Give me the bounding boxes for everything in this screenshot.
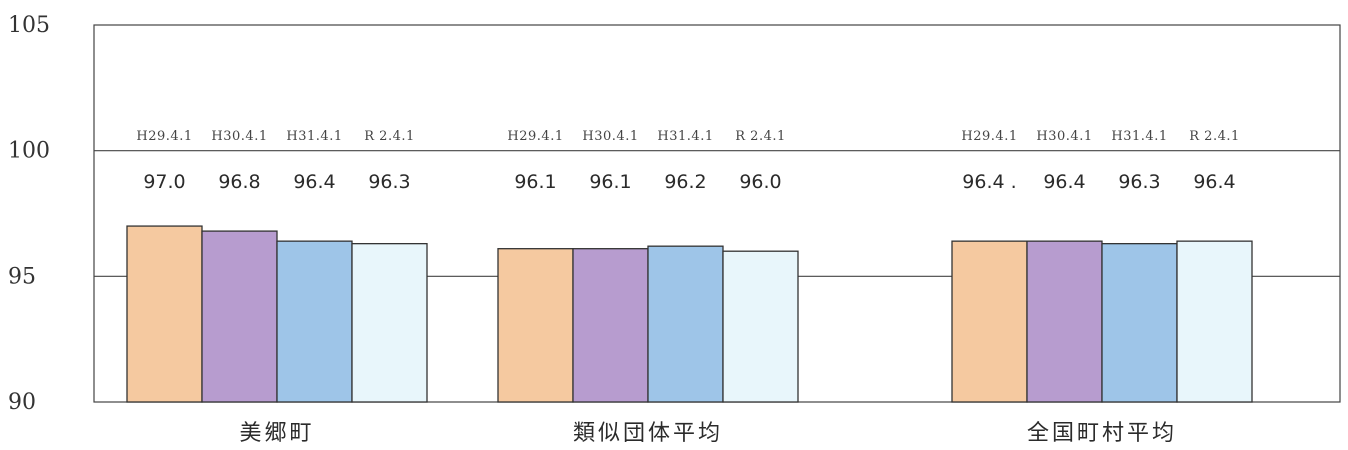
category-label-2: 類似団体平均 bbox=[573, 421, 723, 446]
value-label-2-1: 96.1 bbox=[514, 171, 556, 193]
category-labels: 美郷町 類似団体平均 全国町村平均 bbox=[239, 421, 1177, 446]
value-labels: 97.0 96.8 96.4 96.3 96.1 96.1 96.2 96.0 96.4 . 96… bbox=[143, 171, 1235, 193]
value-label-1-2: 96.8 bbox=[218, 171, 260, 193]
category-label-3: 全国町村平均 bbox=[1027, 421, 1177, 446]
bar-1-3 bbox=[276, 240, 353, 403]
value-label-1-4: 96.3 bbox=[368, 171, 410, 193]
y-tick-label-105: 105 bbox=[8, 13, 50, 38]
value-label-3-2: 96.4 bbox=[1043, 171, 1085, 193]
bar-3-1 bbox=[951, 240, 1028, 403]
bar-1-1 bbox=[126, 225, 203, 403]
value-label-3-1: 96.4 . bbox=[962, 171, 1016, 193]
date-label-3-2: H30.4.1 bbox=[1036, 129, 1092, 144]
date-label-3-3: H31.4.1 bbox=[1111, 129, 1167, 144]
bar-2-2 bbox=[572, 248, 649, 403]
date-label-2-1: H29.4.1 bbox=[507, 129, 563, 144]
value-label-3-4: 96.4 bbox=[1193, 171, 1235, 193]
date-label-2-4: R 2.4.1 bbox=[735, 129, 786, 144]
date-label-3-1: H29.4.1 bbox=[961, 129, 1017, 144]
value-label-2-3: 96.2 bbox=[664, 171, 706, 193]
date-label-1-4: R 2.4.1 bbox=[364, 129, 415, 144]
date-label-1-1: H29.4.1 bbox=[136, 129, 192, 144]
y-tick-label-90: 90 bbox=[8, 390, 36, 415]
value-label-1-3: 96.4 bbox=[293, 171, 335, 193]
y-axis-ticks: 105 100 95 90 bbox=[8, 13, 50, 415]
bar-2-4 bbox=[722, 250, 799, 403]
date-label-1-3: H31.4.1 bbox=[286, 129, 342, 144]
date-label-2-3: H31.4.1 bbox=[657, 129, 713, 144]
bars bbox=[126, 225, 1253, 403]
date-label-2-2: H30.4.1 bbox=[582, 129, 638, 144]
value-label-2-4: 96.0 bbox=[739, 171, 781, 193]
bar-3-2 bbox=[1026, 240, 1103, 403]
date-label-3-4: R 2.4.1 bbox=[1189, 129, 1240, 144]
bar-1-2 bbox=[201, 230, 278, 403]
series-date-labels: H29.4.1 H30.4.1 H31.4.1 R 2.4.1 H29.4.1 H30.4… bbox=[136, 129, 1239, 144]
bar-3-3 bbox=[1101, 243, 1178, 403]
bar-1-4 bbox=[351, 243, 428, 403]
category-label-1: 美郷町 bbox=[239, 421, 314, 446]
bar-2-1 bbox=[497, 248, 574, 403]
bar-2-3 bbox=[647, 245, 724, 403]
value-label-3-3: 96.3 bbox=[1118, 171, 1160, 193]
value-label-1-1: 97.0 bbox=[143, 171, 185, 193]
bar-3-4 bbox=[1176, 240, 1253, 403]
date-label-1-2: H30.4.1 bbox=[211, 129, 267, 144]
value-label-2-2: 96.1 bbox=[589, 171, 631, 193]
y-tick-label-100: 100 bbox=[8, 139, 50, 164]
y-tick-label-95: 95 bbox=[8, 264, 36, 289]
